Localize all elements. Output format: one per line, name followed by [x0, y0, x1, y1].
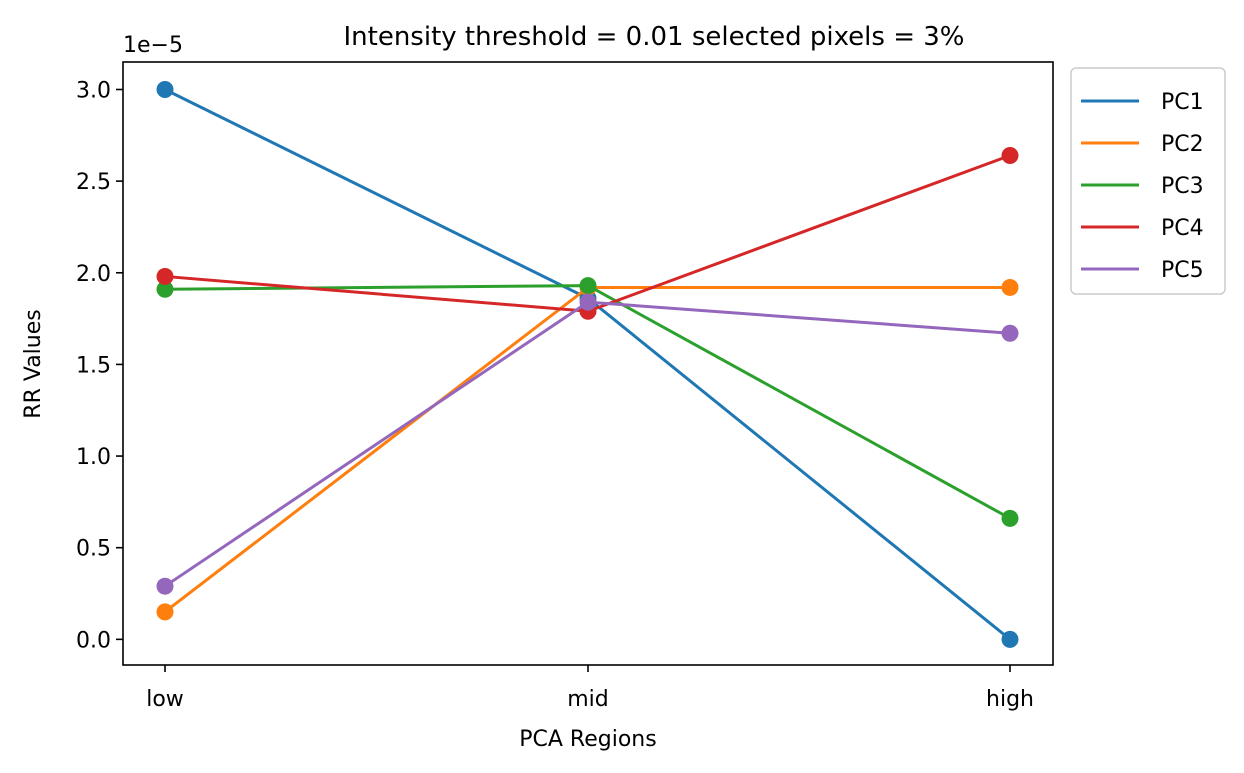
series-pc1	[156, 80, 1019, 648]
series-layer	[156, 80, 1019, 648]
legend-label: PC3	[1161, 174, 1204, 199]
plot-area-frame	[122, 61, 1054, 666]
y-axis-ticks: 0.0 0.5 1.0 1.5 2.0 2.5 3.0	[76, 78, 123, 653]
data-point	[579, 293, 597, 311]
y-tick-label: 1.5	[76, 353, 111, 378]
legend-label: PC2	[1161, 132, 1204, 157]
x-axis-label: PCA Regions	[519, 727, 656, 752]
y-tick-label: 0.0	[76, 628, 111, 653]
series-pc2	[156, 278, 1019, 621]
y-tick-label: 3.0	[76, 78, 111, 103]
legend-entry-pc2: PC2	[1081, 132, 1204, 157]
legend-entry-pc4: PC4	[1081, 216, 1204, 241]
x-tick-label: mid	[567, 687, 609, 712]
y-tick-label: 0.5	[76, 537, 111, 562]
y-tick-label: 1.0	[76, 445, 111, 470]
legend-label: PC4	[1161, 216, 1204, 241]
y-axis-offset-label: 1e−5	[123, 33, 183, 58]
x-tick-label: low	[146, 687, 184, 712]
x-axis-ticks: low mid high	[146, 665, 1034, 712]
chart-title: Intensity threshold = 0.01 selected pixe…	[343, 22, 964, 52]
legend-box	[1070, 67, 1226, 295]
x-tick-label: high	[986, 687, 1034, 712]
series-pc5	[156, 293, 1019, 595]
y-tick-label: 2.0	[76, 262, 111, 287]
data-point	[156, 80, 174, 98]
series-pc4	[156, 146, 1019, 320]
data-point	[1001, 278, 1019, 296]
data-point	[156, 267, 174, 285]
y-tick-label: 2.5	[76, 170, 111, 195]
legend: PC1 PC2 PC3 PC4 PC5	[1070, 67, 1226, 295]
series-line	[164, 88, 1011, 641]
legend-entry-pc5: PC5	[1081, 258, 1204, 283]
data-point	[156, 577, 174, 595]
legend-label: PC1	[1161, 90, 1204, 115]
y-axis-label: RR Values	[21, 309, 46, 418]
legend-entry-pc1: PC1	[1081, 90, 1204, 115]
data-point	[156, 280, 174, 298]
data-point	[1001, 509, 1019, 527]
data-point	[1001, 630, 1019, 648]
series-line	[164, 300, 1011, 588]
legend-entry-pc3: PC3	[1081, 174, 1204, 199]
series-line	[164, 284, 1011, 520]
data-point	[579, 277, 597, 295]
data-point	[156, 603, 174, 621]
data-point	[1001, 324, 1019, 342]
legend-label: PC5	[1161, 258, 1204, 283]
data-point	[1001, 146, 1019, 164]
